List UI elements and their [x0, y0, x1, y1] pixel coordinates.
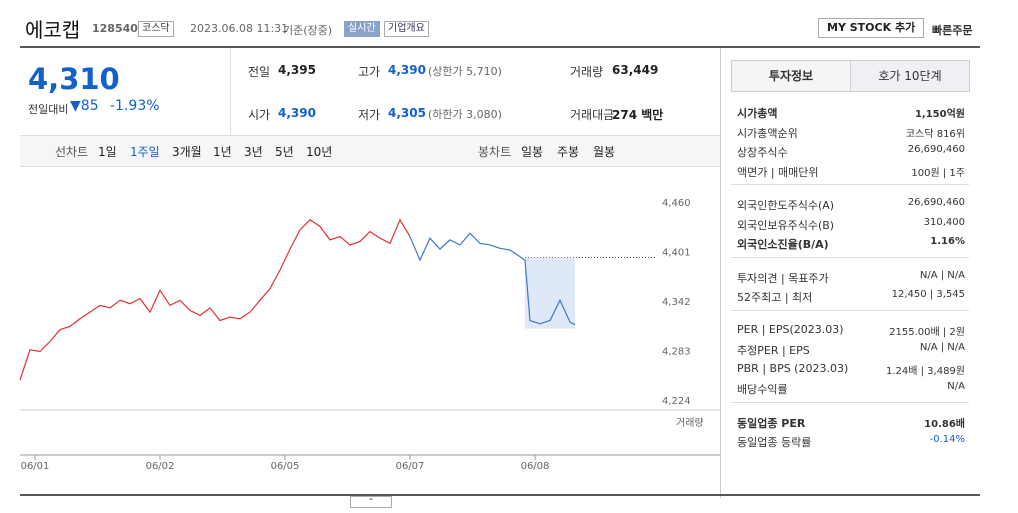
section-rule — [731, 309, 969, 311]
y-tick-label: 4,224 — [662, 396, 691, 407]
info-label: 상장주식수 — [737, 146, 788, 159]
change: ▼85 — [70, 98, 99, 114]
change-value: 85 — [80, 98, 99, 114]
change-rate: -1.93% — [110, 98, 160, 114]
drop-highlight — [525, 257, 575, 329]
info-value: 100원 | 1주 — [911, 167, 965, 179]
info-value: 12,450 | 3,545 — [891, 289, 965, 300]
info-value: 1,150억원 — [914, 109, 965, 120]
period-tab[interactable]: 1년 — [213, 145, 232, 159]
quote-label: 거래량 — [570, 65, 604, 79]
quote-value: 4,395 — [278, 63, 316, 77]
current-price: 4,310 — [28, 62, 120, 96]
info-value: 26,690,460 — [907, 197, 965, 208]
mystock-button[interactable]: MY STOCK 추가 — [818, 18, 925, 38]
info-tab[interactable]: 투자정보 — [731, 60, 851, 92]
divider — [230, 48, 231, 136]
info-label: 52주최고 | 최저 — [737, 291, 813, 304]
y-tick-label: 4,401 — [662, 248, 691, 259]
info-value: N/A | N/A — [919, 342, 965, 353]
period-tab[interactable]: 10년 — [306, 145, 333, 159]
quote-label: 저가 — [358, 108, 381, 122]
tab-label: 선차트 — [55, 145, 89, 159]
quote-value: 4,305 — [388, 106, 426, 120]
info-label: 동일업종 등락률 — [737, 436, 812, 449]
info-value: 1.24배 | 3,489원 — [885, 365, 965, 377]
info-value: 10.86배 — [924, 418, 965, 430]
basis: 기준(장중) — [283, 24, 333, 37]
info-label: 외국인한도주식수(A) — [737, 199, 835, 212]
info-label: 투자의견 | 목표주가 — [737, 271, 829, 285]
quote-value: 274 백만 — [612, 108, 664, 122]
info-value: N/A — [947, 381, 965, 392]
info-tab[interactable]: 호가 10단계 — [850, 60, 970, 92]
period-tab[interactable]: 5년 — [275, 145, 294, 159]
x-tick-label: 06/05 — [271, 461, 300, 472]
info-value: 1.16% — [930, 236, 965, 247]
period-tab[interactable]: 1주일 — [130, 145, 160, 159]
section-rule — [731, 401, 969, 403]
x-tick-label: 06/02 — [146, 461, 175, 472]
tab-bar — [20, 135, 720, 167]
info-label: 외국인보유주식수(B) — [737, 218, 835, 232]
header-rule — [20, 46, 980, 48]
volume-label: 거래량 — [676, 417, 704, 429]
info-label: 추정PER | EPS — [737, 344, 810, 357]
period-tab[interactable]: 3개월 — [172, 145, 202, 159]
quote-value: 4,390 — [388, 63, 426, 77]
tab-label: 봉차트 — [478, 145, 512, 159]
price-line — [409, 232, 576, 326]
candle-tab[interactable]: 일봉 — [521, 145, 544, 159]
info-label: 동일업종 PER — [737, 416, 806, 430]
info-label: 배당수익률 — [737, 383, 788, 396]
y-tick-label: 4,460 — [662, 198, 691, 209]
quote-value: 4,390 — [278, 106, 316, 120]
stock-name: 에코캡 — [25, 18, 81, 42]
collapse-button[interactable]: ⌃ — [350, 496, 392, 508]
date: 2023.06.08 11:31 — [190, 22, 289, 35]
info-label: PBR | BPS (2023.03) — [737, 361, 849, 375]
x-tick-label: 06/01 — [21, 461, 50, 472]
section-rule — [731, 256, 969, 258]
info-value: 코스닥 816위 — [905, 128, 965, 140]
candle-tab[interactable]: 주봉 — [557, 145, 580, 159]
info-label: 외국인소진율(B/A) — [737, 238, 829, 251]
quote-label: 거래대금 — [570, 108, 615, 122]
market: 코스닥 — [138, 21, 174, 37]
price-line — [19, 218, 411, 381]
info-label: 시가총액순위 — [737, 126, 798, 140]
quote-limit: (하한가 3,080) — [428, 108, 502, 121]
overview[interactable]: 기업개요 — [384, 21, 429, 37]
candle-tab[interactable]: 월봉 — [593, 145, 616, 159]
info-value: -0.14% — [929, 434, 965, 445]
change-label: 전일대비 — [28, 103, 69, 116]
quote-label: 전일 — [248, 65, 271, 79]
quick-order[interactable]: 빠른주문 — [932, 24, 973, 37]
info-value: N/A | N/A — [919, 269, 965, 281]
quote-label: 시가 — [248, 108, 271, 122]
period-tab[interactable]: 3년 — [244, 145, 263, 159]
quote-value: 63,449 — [612, 63, 659, 77]
quote-limit: (상한가 5,710) — [428, 65, 502, 78]
info-value: 310,400 — [923, 216, 965, 228]
info-value: 2155.00배 | 2원 — [889, 326, 965, 338]
x-tick-label: 06/08 — [521, 461, 550, 472]
info-label: PER | EPS(2023.03) — [737, 322, 844, 336]
realtime[interactable]: 실시간 — [344, 21, 380, 37]
divider — [720, 48, 721, 498]
section-rule — [731, 184, 969, 185]
x-tick-label: 06/07 — [396, 461, 425, 472]
footer-rule — [20, 494, 980, 496]
period-tab[interactable]: 1일 — [98, 145, 117, 159]
stock-code: 128540 — [92, 22, 138, 35]
quote-label: 고가 — [358, 65, 381, 79]
y-tick-label: 4,283 — [662, 347, 691, 358]
info-value: 26,690,460 — [907, 144, 965, 155]
y-tick-label: 4,342 — [662, 297, 691, 308]
info-label: 액면가 | 매매단위 — [737, 165, 819, 179]
info-label: 시가총액 — [737, 107, 778, 120]
